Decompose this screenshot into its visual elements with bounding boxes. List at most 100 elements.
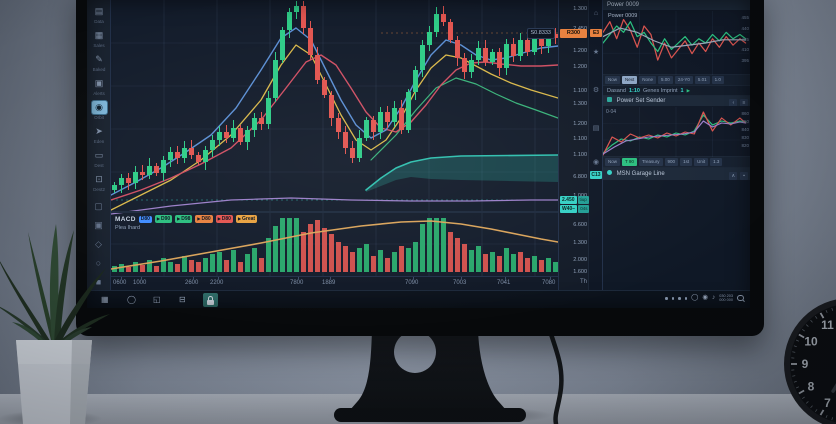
panel2-tabs[interactable]: Now T 90 Treasury 900 1st Unit 1.3 xyxy=(603,157,750,168)
taskbar-status: ◯ ◉ ♪ 030 203 000 000 xyxy=(665,294,744,303)
macd-header: MACD D80 ▶D90 ▶D98 ▶D80 ▶D80 ▶Great Plea Ihard xyxy=(115,215,258,231)
macd-param-chip[interactable]: ▶D90 xyxy=(154,215,173,223)
chip-arrow-icon: ▶ xyxy=(177,216,181,221)
layers-icon[interactable]: ▤ xyxy=(592,125,600,132)
panel1-chart[interactable]: 455 440 425 410 395 Power 0009 xyxy=(602,11,750,75)
time-tick xyxy=(141,277,142,280)
macd-param-chip[interactable]: ▶D98 xyxy=(175,215,193,223)
time-tick xyxy=(218,277,219,280)
macd-param-chip[interactable]: ▶Great xyxy=(235,215,258,223)
wall-clock: 7 8 9 10 11 xyxy=(780,294,836,424)
macd-param-chip[interactable]: D80 xyxy=(138,216,152,223)
sidebar-tool-orbit[interactable]: ◉ Orbit xyxy=(87,101,111,120)
dest2-icon: ⊡ xyxy=(95,174,103,184)
time-label: 7003 xyxy=(453,280,467,286)
sidebar-tab[interactable]: None xyxy=(639,76,657,84)
box-icon[interactable]: ▢ xyxy=(94,201,103,211)
sidebar-tab[interactable]: 1.3 xyxy=(710,158,723,166)
target-icon[interactable]: ◉ xyxy=(592,159,600,166)
macd-param-chip[interactable]: ▶D80 xyxy=(195,215,213,223)
tool-label: Dest2 xyxy=(93,187,105,192)
panel3-title: MSN Garage Line xyxy=(616,171,665,177)
macd-label: MACD xyxy=(115,216,136,223)
sidebar-tab[interactable]: 24-Y0 xyxy=(674,76,693,84)
sidebar-tool-sales[interactable]: ▦ Sales xyxy=(87,29,111,49)
time-tick xyxy=(193,277,194,280)
sidebar-tool-eden[interactable]: ➤ Eden xyxy=(87,125,111,145)
time-tick xyxy=(550,277,551,280)
menu-icon[interactable]: ≡ xyxy=(740,98,748,106)
mini-line-chart-2 xyxy=(602,107,749,157)
sales-icon: ▦ xyxy=(94,30,104,40)
mini-axis-label: 850 xyxy=(741,119,749,124)
sidebar-tab[interactable]: 900 xyxy=(664,158,679,166)
home-icon[interactable]: ⌂ xyxy=(593,10,599,17)
target-icon[interactable]: ◉ xyxy=(702,294,709,302)
sidebar-tab[interactable]: 1.0 xyxy=(711,76,724,84)
gear-icon[interactable]: ⚙ xyxy=(592,87,600,94)
sidebar-tool-draw[interactable]: ✎ Baked xyxy=(87,53,111,73)
panel2-chart[interactable]: 0·04 860 850 840 830 820 xyxy=(602,107,750,157)
dest-icon: ▭ xyxy=(94,150,104,160)
info-label2: Genes Imprint xyxy=(642,87,678,94)
tool-label: Baked xyxy=(92,67,106,72)
sidebar-tool-dest2[interactable]: ⊡ Dest2 xyxy=(87,173,111,193)
note-icon[interactable]: ♪ xyxy=(712,294,716,302)
grid-icon[interactable]: ▦ xyxy=(101,295,109,304)
diamond-icon[interactable]: ◇ xyxy=(95,239,102,249)
macd-param-chip[interactable]: ▶D80 xyxy=(215,215,233,223)
sidebar-tool-alerts[interactable]: ▣ Alerts xyxy=(87,77,111,97)
candlestick-chart[interactable] xyxy=(111,0,558,276)
sidebar-tab[interactable]: Now xyxy=(605,76,621,84)
time-axis[interactable]: 0600 1000 2600 2200 7800 1889 7090 7003 7041 7080 xyxy=(111,276,558,290)
circle-icon[interactable]: ◯ xyxy=(691,294,699,302)
minimize-icon[interactable]: ⊟ xyxy=(179,295,186,304)
alert-tag-value: W40− xyxy=(560,205,578,213)
box-icon[interactable]: ▪ xyxy=(740,171,748,180)
panel3-body xyxy=(603,181,750,291)
square-icon[interactable]: ■ xyxy=(95,277,102,287)
alert-tag-side: tiup xyxy=(577,196,589,204)
svg-text:10: 10 xyxy=(804,335,818,349)
time-tick xyxy=(330,277,331,280)
mini-axis-label: 425 xyxy=(741,36,749,42)
price-label: 1.200 xyxy=(573,64,587,70)
chevron-left-icon[interactable]: ‹ xyxy=(729,98,738,106)
lock-icon[interactable] xyxy=(203,293,218,307)
time-label: 2200 xyxy=(210,280,224,286)
panel3-header[interactable]: MSN Garage Line ∧ ▪ xyxy=(603,168,750,181)
search-icon[interactable] xyxy=(737,294,744,302)
circle-icon[interactable]: ○ xyxy=(95,258,102,268)
sidebar-tab[interactable]: T 90 xyxy=(622,158,637,166)
star-icon[interactable]: ★ xyxy=(592,49,600,56)
sidebar-tab[interactable]: Unit xyxy=(694,158,709,166)
sidebar-tab[interactable]: 5.00 xyxy=(658,76,673,84)
timezone-label: Th xyxy=(579,279,587,285)
time-label: 7800 xyxy=(290,280,304,286)
chevron-up-icon[interactable]: ∧ xyxy=(729,171,738,180)
time-tick xyxy=(121,277,122,280)
sidebar-tool-dest[interactable]: ▭ Dest xyxy=(87,149,111,169)
price-axis[interactable]: Th 1.300 2.450 1.200 1.200 1.100 1.300 1.200 1.… xyxy=(558,0,590,290)
sidebar-tool-data[interactable]: ▤ Data xyxy=(87,5,111,25)
panel2-header[interactable]: Power Set Sender ‹ ≡ xyxy=(603,96,750,107)
price-label: 1.100 xyxy=(573,88,587,94)
taskbar[interactable]: ◯ ◉ ♪ 030 203 000 000 ▦ ◯ ◱ ⊟ xyxy=(87,290,750,308)
draw-icon: ✎ xyxy=(95,54,103,64)
sidebar-tab[interactable]: Next xyxy=(622,76,638,84)
sidebar-tab[interactable]: Now xyxy=(605,158,621,166)
panel-icon[interactable]: ▣ xyxy=(94,220,103,230)
sidebar-tab[interactable]: 5.01 xyxy=(694,76,710,84)
tool-label: Alerts xyxy=(93,91,105,96)
price-label: 1.200 xyxy=(573,121,587,127)
chart-area[interactable]: S0.8333 MACD D80 ▶D90 ▶D98 ▶D80 ▶D80 ▶Great Pl… xyxy=(111,0,558,290)
price-label: 1.100 xyxy=(573,152,587,158)
sidebar-tab[interactable]: Treasury xyxy=(638,158,663,166)
sidebar-tab[interactable]: 1st xyxy=(680,158,693,166)
panel1-header[interactable]: Power 0009 xyxy=(603,0,750,11)
share-icon[interactable]: ◱ xyxy=(153,295,161,304)
home-icon[interactable]: ◯ xyxy=(127,295,136,304)
panel1-tabs[interactable]: Now Next None 5.00 24-Y0 5.01 1.0 xyxy=(603,75,750,86)
stand-base xyxy=(334,408,526,422)
time-label: 2600 xyxy=(185,280,199,286)
